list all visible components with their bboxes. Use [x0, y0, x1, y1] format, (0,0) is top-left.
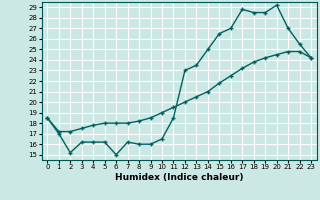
X-axis label: Humidex (Indice chaleur): Humidex (Indice chaleur) — [115, 173, 244, 182]
